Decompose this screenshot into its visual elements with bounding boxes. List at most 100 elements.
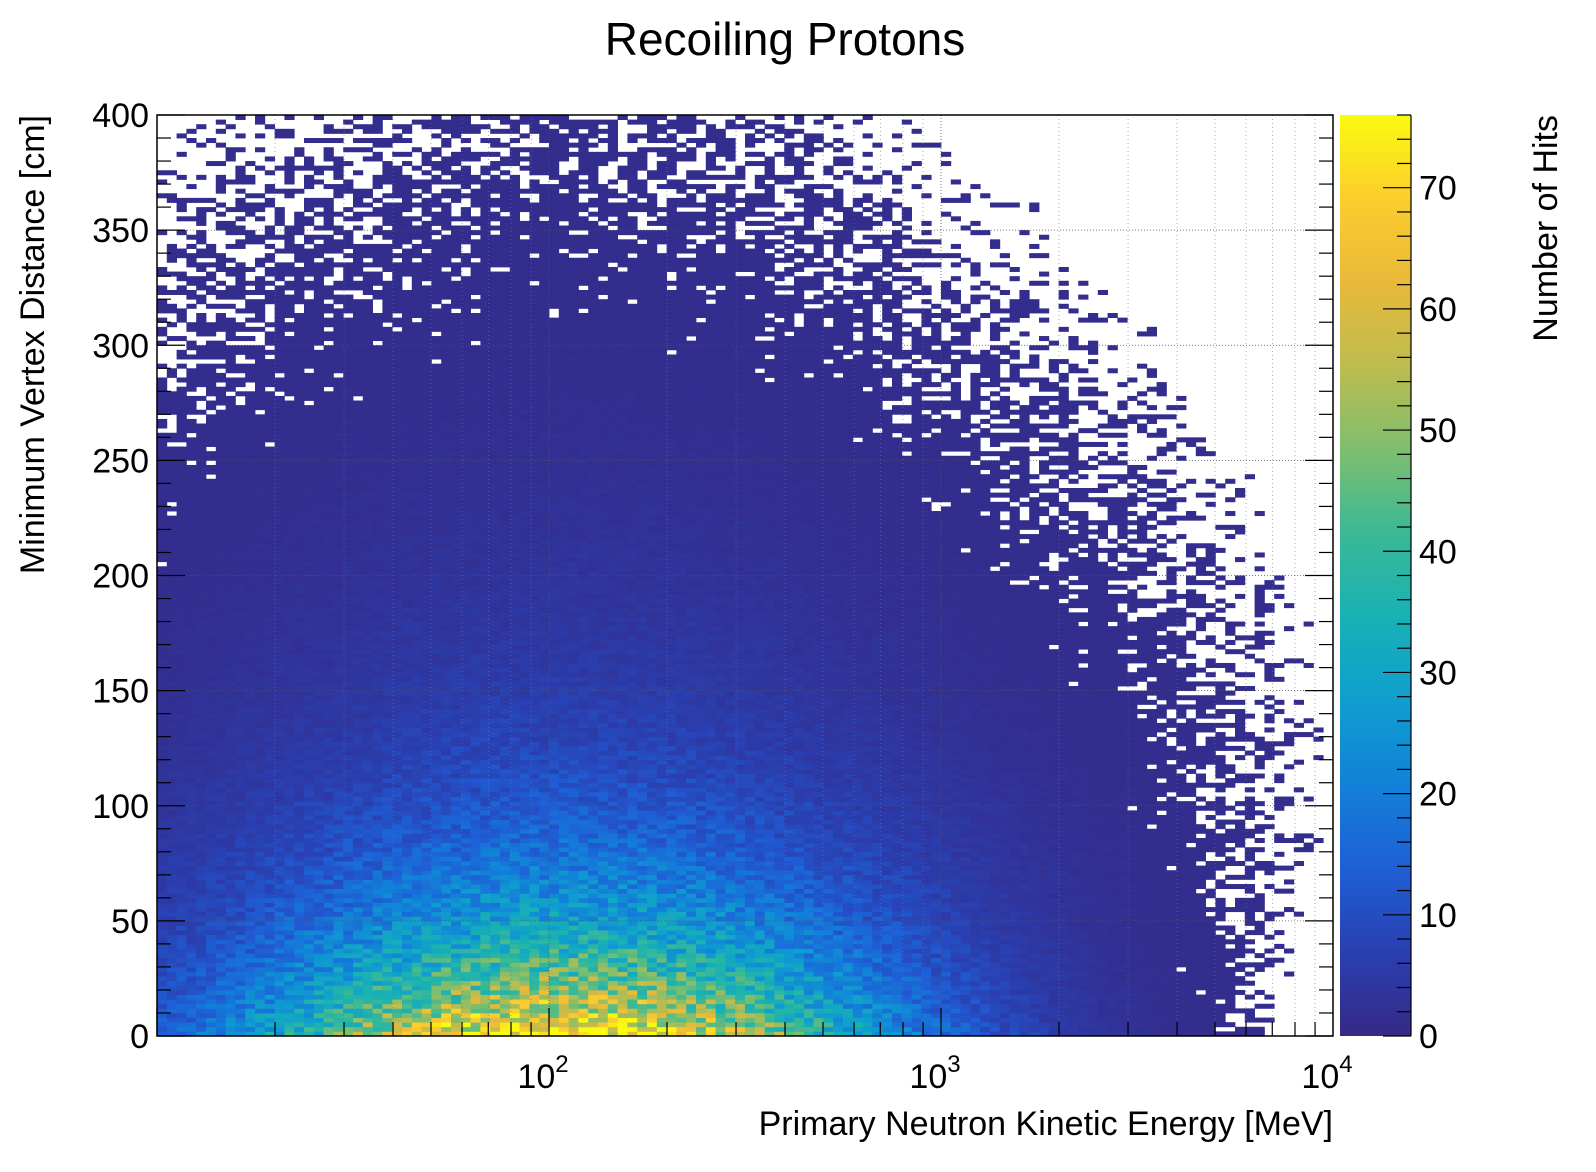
heatmap-bin: [206, 745, 217, 751]
heatmap-bin: [157, 616, 168, 622]
heatmap-bin: [382, 1031, 393, 1037]
heatmap-bin: [372, 907, 383, 913]
heatmap-bin: [294, 980, 305, 986]
heatmap-bin: [362, 156, 373, 162]
heatmap-bin: [245, 1031, 256, 1037]
heatmap-bin: [382, 488, 393, 494]
heatmap-bin: [362, 538, 373, 544]
heatmap-bin: [206, 138, 217, 144]
heatmap-bin: [402, 197, 413, 203]
heatmap-bin: [206, 879, 217, 885]
heatmap-bin: [274, 879, 285, 885]
heatmap-bin: [402, 483, 413, 489]
heatmap-bin: [284, 188, 295, 194]
heatmap-bin: [294, 1017, 305, 1023]
heatmap-bin: [421, 405, 432, 411]
heatmap-bin: [206, 649, 217, 655]
heatmap-bin: [294, 612, 305, 618]
heatmap-bin: [304, 285, 315, 291]
heatmap-bin: [284, 1003, 295, 1009]
heatmap-bin: [411, 893, 422, 899]
heatmap-bin: [343, 322, 354, 328]
heatmap-bin: [235, 713, 246, 719]
heatmap-bin: [294, 865, 305, 871]
heatmap-bin: [196, 441, 207, 447]
heatmap-bin: [382, 294, 393, 300]
heatmap-bin: [166, 814, 177, 820]
heatmap-bin: [353, 911, 364, 917]
heatmap-bin: [392, 165, 403, 171]
heatmap-bin: [157, 1008, 168, 1014]
heatmap-bin: [431, 515, 442, 521]
heatmap-bin: [343, 782, 354, 788]
heatmap-bin: [343, 874, 354, 880]
heatmap-bin: [353, 607, 364, 613]
heatmap-bin: [264, 649, 275, 655]
heatmap-bin: [392, 349, 403, 355]
heatmap-bin: [402, 764, 413, 770]
heatmap-bin: [421, 1031, 432, 1037]
heatmap-bin: [176, 478, 187, 484]
heatmap-bin: [225, 363, 236, 369]
heatmap-bin: [264, 966, 275, 972]
heatmap-bin: [176, 271, 187, 277]
heatmap-bin: [304, 570, 315, 576]
heatmap-bin: [333, 128, 344, 134]
heatmap-bin: [343, 368, 354, 374]
heatmap-bin: [353, 197, 364, 203]
heatmap-bin: [323, 1012, 334, 1018]
heatmap-bin: [382, 1008, 393, 1014]
heatmap-bin: [215, 676, 226, 682]
heatmap-bin: [362, 313, 373, 319]
heatmap-bin: [206, 372, 217, 378]
heatmap-bin: [284, 897, 295, 903]
heatmap-bin: [215, 266, 226, 272]
heatmap-bin: [382, 934, 393, 940]
heatmap-bin: [284, 336, 295, 342]
heatmap-bin: [333, 621, 344, 627]
heatmap-bin: [421, 225, 432, 231]
heatmap-bin: [313, 828, 324, 834]
heatmap-bin: [323, 372, 334, 378]
heatmap-bin: [157, 819, 168, 825]
heatmap-bin: [392, 695, 403, 701]
heatmap-bin: [304, 405, 315, 411]
heatmap-bin: [411, 681, 422, 687]
heatmap-bin: [264, 911, 275, 917]
heatmap-bin: [333, 184, 344, 190]
heatmap-bin: [372, 644, 383, 650]
heatmap-bin: [196, 174, 207, 180]
heatmap-bin: [206, 676, 217, 682]
heatmap-bin: [421, 639, 432, 645]
heatmap-bin: [196, 561, 207, 567]
heatmap-bin: [264, 580, 275, 586]
heatmap-bin: [411, 824, 422, 830]
heatmap-bin: [274, 861, 285, 867]
heatmap-bin: [333, 566, 344, 572]
heatmap-bin: [333, 501, 344, 507]
heatmap-bin: [343, 271, 354, 277]
heatmap-bin: [362, 644, 373, 650]
heatmap-bin: [215, 695, 226, 701]
heatmap-bin: [225, 861, 236, 867]
heatmap-bin: [392, 289, 403, 295]
heatmap-bin: [284, 718, 295, 724]
heatmap-bin: [176, 653, 187, 659]
heatmap-bin: [294, 451, 305, 457]
heatmap-bin: [255, 653, 266, 659]
heatmap-bin: [186, 672, 197, 678]
heatmap-bin: [421, 598, 432, 604]
heatmap-bin: [284, 644, 295, 650]
heatmap-bin: [235, 133, 246, 139]
heatmap-bin: [274, 543, 285, 549]
heatmap-bin: [313, 414, 324, 420]
heatmap-bin: [333, 681, 344, 687]
heatmap-bin: [284, 534, 295, 540]
heatmap-bin: [313, 511, 324, 517]
heatmap-bin: [186, 635, 197, 641]
heatmap-bin: [264, 234, 275, 240]
heatmap-bin: [313, 138, 324, 144]
heatmap-bin: [313, 524, 324, 530]
heatmap-bin: [255, 460, 266, 466]
heatmap-bin: [235, 966, 246, 972]
